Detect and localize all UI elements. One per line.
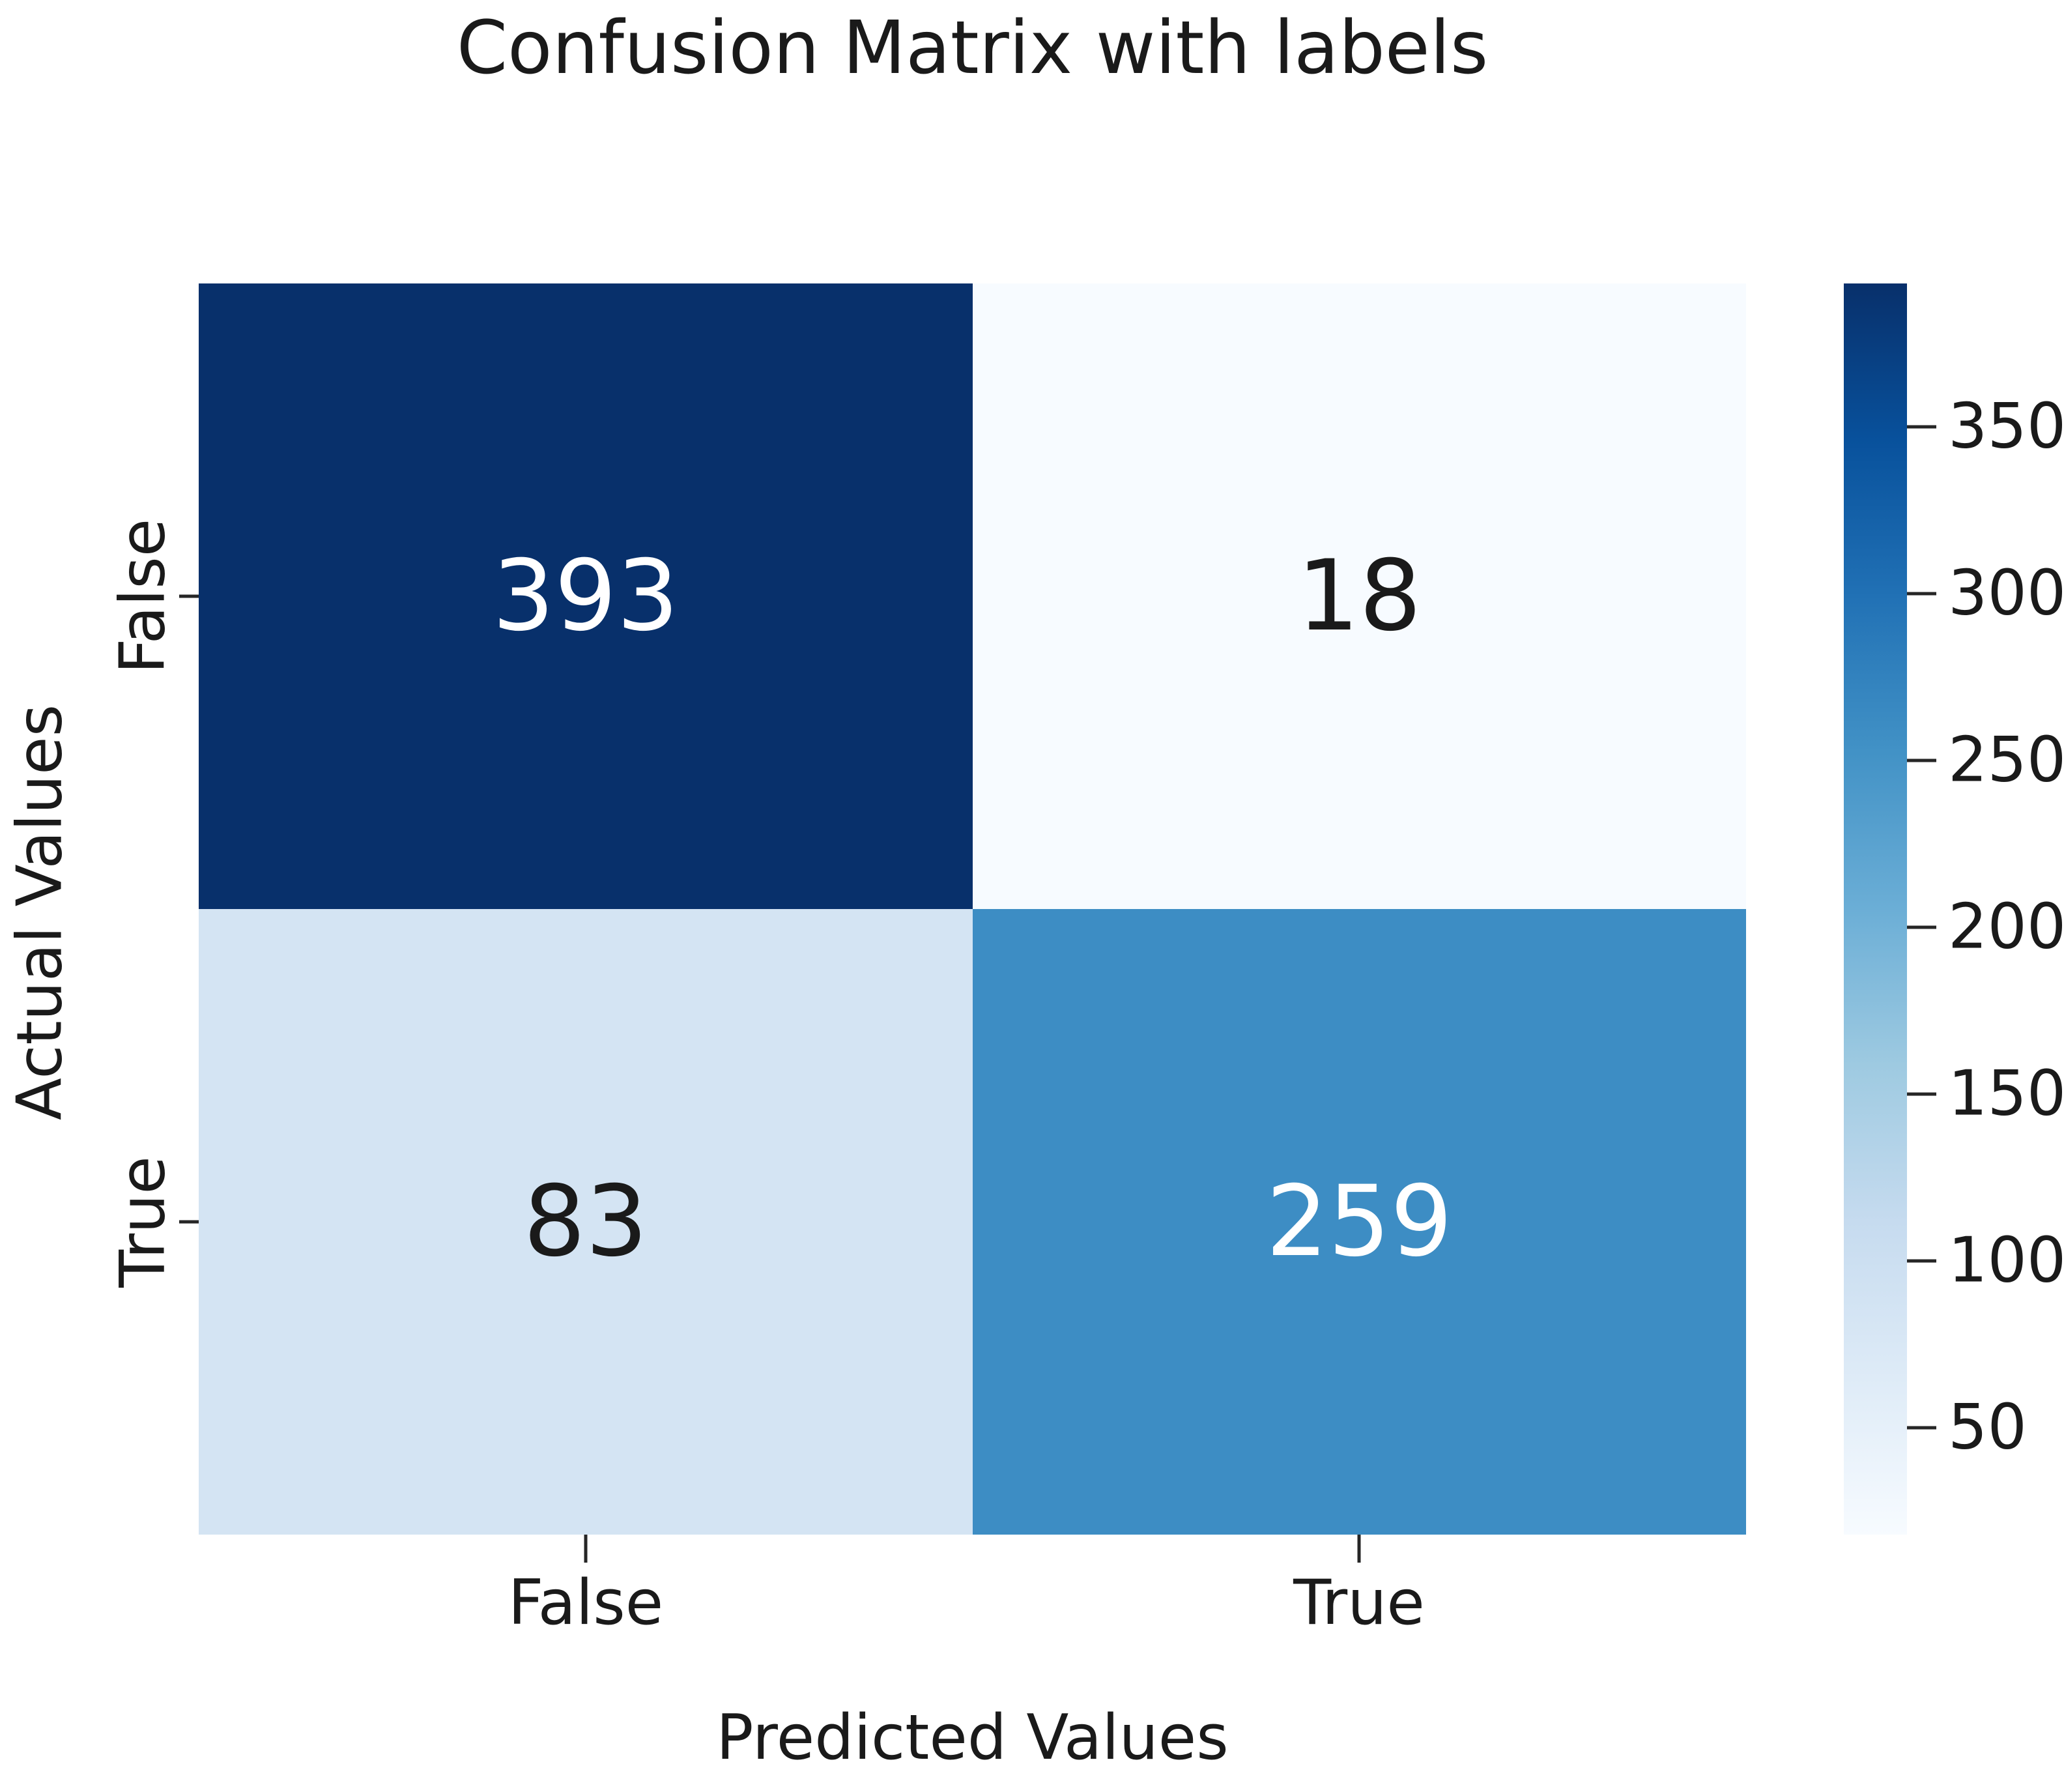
colorbar-tick-mark	[1907, 1092, 1936, 1096]
y-tick-label-false: False	[107, 518, 179, 674]
cell-value: 259	[1266, 1165, 1453, 1279]
colorbar-tick-150: 150	[1907, 1063, 2064, 1125]
y-tick-label-true: True	[107, 1156, 179, 1288]
colorbar-tick-50: 50	[1907, 1391, 2027, 1464]
colorbar-tick-300: 300	[1907, 557, 2064, 629]
x-tick-label-false: False	[508, 1567, 664, 1639]
colorbar-tick-200: 200	[1907, 891, 2064, 963]
chart-title: Confusion Matrix with labels	[456, 6, 1489, 91]
colorbar-tick-label: 200	[1948, 891, 2064, 963]
colorbar-tick-label: 50	[1948, 1391, 2027, 1464]
colorbar-tick-label: 100	[1948, 1224, 2064, 1297]
colorbar-tick-mark	[1907, 1426, 1936, 1430]
colorbar-tick-mark	[1907, 759, 1936, 762]
x-tick-label-true: True	[1293, 1567, 1425, 1639]
colorbar-tick-label: 250	[1948, 724, 2064, 796]
y-tick-mark	[179, 594, 199, 598]
heatmap-cell-actualfalse-predtrue: 18	[972, 283, 1746, 909]
y-axis-label: Actual Values	[4, 704, 76, 1121]
colorbar-tick-250: 250	[1907, 724, 2064, 796]
cell-value: 83	[523, 1165, 648, 1279]
colorbar-tick-100: 100	[1907, 1230, 2064, 1292]
colorbar-tick-mark	[1907, 925, 1936, 929]
x-axis-label: Predicted Values	[716, 1702, 1229, 1774]
heatmap-cell-actualtrue-predfalse: 83	[199, 909, 973, 1535]
heatmap-cell-actualfalse-predfalse: 393	[199, 283, 973, 909]
y-tick-mark	[179, 1220, 199, 1224]
colorbar-gradient	[1844, 283, 1907, 1535]
cell-value: 393	[492, 540, 679, 653]
x-tick-mark	[584, 1535, 588, 1563]
heatmap-cell-actualtrue-predtrue: 259	[972, 909, 1746, 1535]
heatmap-grid: 393 18 83 259	[199, 283, 1746, 1535]
colorbar-tick-mark	[1907, 1259, 1936, 1263]
colorbar-tick-label: 150	[1948, 1058, 2064, 1130]
x-tick-mark	[1357, 1535, 1361, 1563]
cell-value: 18	[1297, 540, 1422, 653]
colorbar-tick-mark	[1907, 425, 1936, 429]
colorbar-ticks: 350 300 250 200 150 100 50	[1907, 283, 2064, 1535]
colorbar-tick-mark	[1907, 592, 1936, 596]
colorbar-tick-label: 300	[1948, 557, 2064, 629]
colorbar-tick-350: 350	[1907, 396, 2064, 458]
colorbar-tick-label: 350	[1948, 390, 2064, 463]
